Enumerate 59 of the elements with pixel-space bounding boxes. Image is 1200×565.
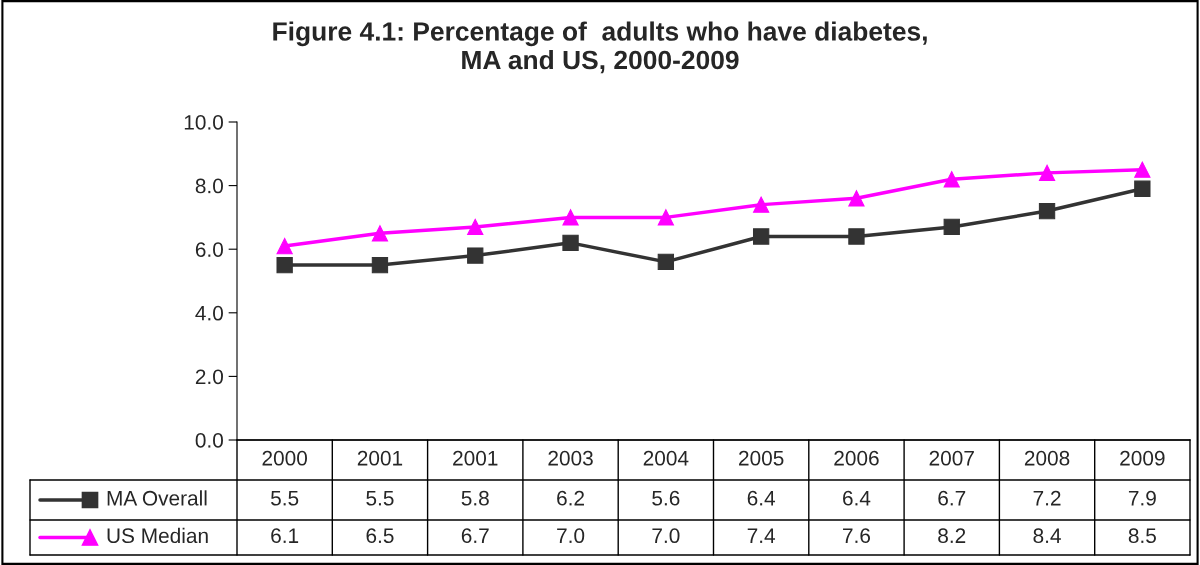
data-label: 8.5 [1128, 528, 1156, 544]
y-tick-label: 4.0 [195, 305, 223, 321]
point [562, 234, 579, 251]
y-tick-label: 2.0 [195, 369, 223, 385]
data-label: 7.6 [843, 528, 871, 544]
data-label: 6.2 [557, 490, 584, 506]
legend-label: US Median [107, 527, 208, 544]
x-tick-label: 2006 [834, 450, 879, 466]
x-tick-label: 2004 [643, 450, 689, 466]
legend-label: MA Overall [107, 490, 207, 506]
data-label: 8.2 [938, 528, 966, 544]
point [276, 256, 293, 274]
x-tick-label: 2007 [929, 450, 974, 466]
point [276, 237, 293, 255]
point [467, 247, 484, 264]
point [752, 228, 770, 245]
data-label: 6.1 [271, 528, 299, 544]
point [657, 253, 675, 271]
x-tick-label: 2003 [548, 450, 593, 466]
y-tick-label: 0.0 [195, 433, 223, 448]
data-label: 7.2 [1033, 490, 1061, 506]
point [848, 228, 865, 245]
data-label: 6.5 [366, 528, 394, 544]
point [562, 209, 579, 226]
point [1038, 164, 1056, 182]
point [1038, 202, 1056, 220]
x-tick-label: 2000 [262, 450, 308, 466]
data-label: 5.5 [271, 491, 299, 506]
data-label: 6.7 [461, 528, 489, 544]
y-tick-label: 8.0 [195, 178, 223, 194]
data-label: 6.7 [938, 490, 966, 506]
data-label: 7.9 [1128, 490, 1156, 506]
y-tick-label: 10.0 [184, 115, 223, 130]
point [1134, 161, 1151, 178]
data-label: 5.8 [461, 490, 489, 506]
x-tick-label: 2005 [739, 450, 784, 466]
point [657, 209, 675, 226]
point [943, 218, 960, 236]
point [371, 225, 389, 242]
data-label: 6.4 [843, 490, 871, 506]
point [371, 256, 389, 274]
data-label: 7.0 [557, 528, 585, 544]
point [1134, 180, 1151, 197]
data-label: 5.6 [652, 490, 680, 506]
x-tick-label: 2001 [453, 450, 498, 466]
x-tick-label: 2009 [1120, 450, 1165, 466]
chart-title: Figure 4.1: Percentage of adults who have diabetes, MA and US, 2000-2009 [273, 21, 927, 74]
x-tick-label: 2008 [1024, 450, 1070, 466]
y-tick-label: 6.0 [195, 242, 223, 257]
data-label: 6.4 [747, 490, 776, 506]
point [752, 196, 770, 213]
x-tick-label: 2001 [357, 450, 403, 466]
point [943, 171, 960, 188]
data-label: 7.0 [652, 528, 680, 544]
data-label: 7.4 [747, 528, 776, 543]
point [848, 190, 865, 207]
data-label: 5.5 [366, 491, 394, 506]
point [467, 218, 484, 236]
data-label: 8.4 [1033, 528, 1061, 544]
